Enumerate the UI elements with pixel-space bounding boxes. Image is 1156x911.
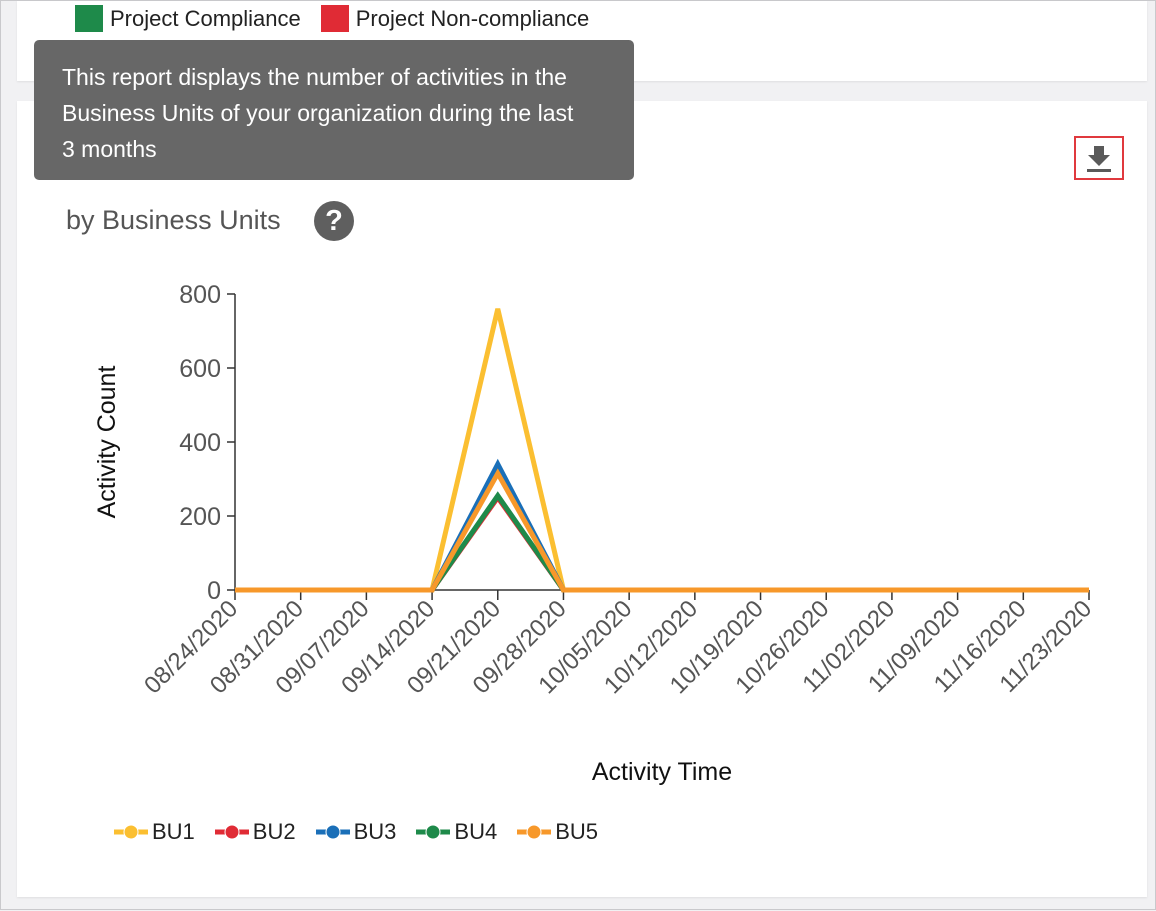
- legend-marker-bu1: [114, 824, 148, 840]
- help-icon[interactable]: ?: [314, 201, 354, 241]
- activity-report-card: [17, 101, 1147, 897]
- tooltip-line-2: Business Units of your organization duri…: [62, 100, 574, 126]
- x-axis-title: Activity Time: [592, 758, 732, 786]
- legend-item-project-compliance[interactable]: Project Compliance: [75, 5, 301, 32]
- legend-label-bu4: BU4: [454, 819, 498, 844]
- legend-label-bu5: BU5: [555, 819, 598, 844]
- y-tick-label: 400: [179, 429, 221, 457]
- y-tick-label: 600: [179, 355, 221, 383]
- legend-label-non-compliance: Project Non-compliance: [355, 5, 590, 31]
- y-tick-label: 200: [179, 503, 221, 531]
- download-icon: [1087, 146, 1111, 172]
- series-line-bu1[interactable]: [235, 308, 1089, 593]
- legend-marker-bu5: [517, 824, 552, 840]
- legend-item-bu2[interactable]: BU2: [214, 819, 296, 845]
- tooltip-line-3: 3 months: [62, 136, 157, 162]
- legend-marker-bu4: [416, 824, 451, 840]
- series-line-bu5[interactable]: [235, 468, 1089, 593]
- download-button[interactable]: [1074, 136, 1124, 180]
- chart-subtitle: by Business Units: [66, 205, 281, 235]
- legend-label-bu1: BU1: [152, 819, 195, 844]
- series-line-bu3[interactable]: [235, 458, 1089, 593]
- help-tooltip: This report displays the number of activ…: [34, 40, 634, 180]
- legend-swatch-compliance: [75, 5, 103, 32]
- series-line-bu2[interactable]: [235, 493, 1089, 593]
- y-tick-label: 800: [179, 281, 221, 309]
- tooltip-line-1: This report displays the number of activ…: [62, 64, 567, 90]
- y-tick-label: 0: [207, 577, 221, 605]
- series-line-bu4[interactable]: [235, 491, 1089, 593]
- legend-item-bu1[interactable]: BU1: [114, 819, 195, 845]
- y-axis-title: Activity Count: [93, 366, 121, 519]
- legend-label-bu2: BU2: [252, 819, 296, 844]
- legend-swatch-non-compliance: [320, 5, 349, 32]
- legend-item-bu5[interactable]: BU5: [517, 819, 598, 845]
- legend-marker-bu2: [214, 824, 249, 840]
- series-legend: BU1 BU2 BU3 BU4 BU5: [114, 819, 618, 845]
- compliance-legend: Project Compliance Project Non-complianc…: [75, 5, 609, 32]
- legend-marker-bu3: [315, 824, 350, 840]
- legend-item-project-non-compliance[interactable]: Project Non-compliance: [320, 5, 590, 32]
- legend-item-bu4[interactable]: BU4: [416, 819, 497, 845]
- legend-item-bu3[interactable]: BU3: [315, 819, 397, 845]
- legend-label-bu3: BU3: [353, 819, 397, 844]
- legend-label-compliance: Project Compliance: [110, 5, 301, 31]
